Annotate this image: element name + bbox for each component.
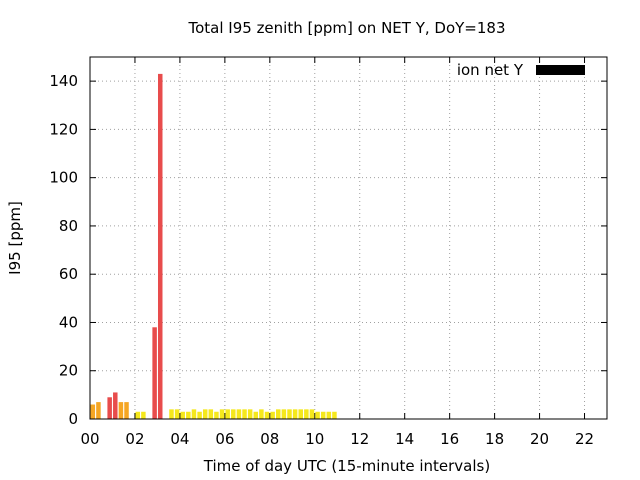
y-axis-label: I95 [ppm] — [6, 201, 24, 275]
grid — [89, 57, 607, 420]
bar — [90, 404, 96, 419]
x-tick-label: 02 — [125, 430, 144, 448]
bar — [236, 409, 242, 419]
legend: ion net Y — [457, 61, 585, 79]
y-tick-label: 120 — [49, 120, 78, 138]
bar — [141, 411, 146, 419]
bar — [96, 402, 101, 419]
bar — [270, 411, 275, 419]
bar — [287, 409, 292, 419]
bar — [157, 73, 163, 419]
bar — [219, 409, 225, 419]
bar — [292, 409, 298, 419]
bar — [135, 411, 141, 419]
bar — [281, 409, 287, 419]
y-tick-label: 60 — [59, 265, 78, 283]
y-tick-label: 80 — [59, 217, 78, 235]
x-tick-label: 00 — [80, 430, 99, 448]
x-tick-label: 20 — [530, 430, 549, 448]
bar — [208, 409, 214, 419]
bar — [174, 409, 180, 419]
bar — [231, 409, 236, 419]
legend-label: ion net Y — [457, 61, 524, 79]
bar — [332, 411, 337, 419]
y-tick-label: 100 — [49, 169, 78, 187]
bar — [320, 411, 326, 419]
bar — [225, 409, 230, 419]
bar — [264, 411, 270, 419]
bar — [276, 409, 281, 419]
bar — [315, 411, 320, 419]
y-tick-label: 20 — [59, 362, 78, 380]
bar — [259, 409, 264, 419]
bar — [124, 402, 129, 419]
x-tick-label: 18 — [485, 430, 504, 448]
bar — [202, 409, 208, 419]
legend-swatch — [536, 65, 585, 75]
x-tick-label: 04 — [170, 430, 189, 448]
bar — [304, 409, 309, 419]
bar — [214, 411, 219, 419]
bar — [309, 409, 315, 419]
bar — [253, 411, 259, 419]
bar — [247, 409, 253, 419]
bar — [186, 411, 191, 419]
x-tick-label: 10 — [305, 430, 324, 448]
x-axis-label: Time of day UTC (15-minute intervals) — [203, 457, 490, 475]
bar — [191, 409, 197, 419]
bar — [326, 411, 332, 419]
x-tick-label: 22 — [575, 430, 594, 448]
bar — [118, 402, 124, 419]
bar — [298, 409, 303, 419]
plot-frame — [89, 56, 608, 420]
bar — [180, 411, 185, 419]
bar — [197, 411, 202, 419]
bar — [152, 327, 157, 419]
x-tick-labels: 00 02 04 06 08 10 12 14 16 18 20 22 — [80, 430, 594, 448]
y-tick-labels: 0 20 40 60 80 100 120 140 — [49, 72, 78, 428]
y-tick-label: 140 — [49, 72, 78, 90]
x-tick-label: 06 — [215, 430, 234, 448]
x-tick-label: 14 — [395, 430, 414, 448]
x-tick-label: 16 — [440, 430, 459, 448]
x-tick-label: 12 — [350, 430, 369, 448]
bar — [242, 409, 247, 419]
bar — [113, 392, 118, 419]
bar — [107, 397, 112, 419]
x-tick-label: 08 — [260, 430, 279, 448]
chart-title: Total I95 zenith [ppm] on NET Y, DoY=183 — [187, 19, 505, 37]
bar — [169, 409, 174, 419]
bars — [90, 73, 337, 419]
y-tick-label: 40 — [59, 313, 78, 331]
y-tick-label: 0 — [68, 410, 78, 428]
